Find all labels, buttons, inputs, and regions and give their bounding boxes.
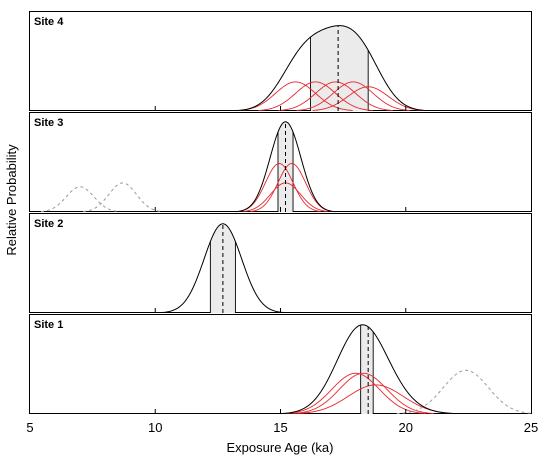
band-site-4 bbox=[310, 25, 369, 111]
outlier-curve-site-1-1 bbox=[396, 369, 532, 415]
band-site-1 bbox=[360, 324, 374, 414]
panel-frame-site-1 bbox=[29, 314, 532, 414]
y-axis-label: Relative Probability bbox=[4, 144, 19, 256]
x-tick-label-10: 10 bbox=[148, 420, 162, 435]
outlier-curve-site-3-1 bbox=[40, 186, 120, 213]
x-tick-label-25: 25 bbox=[524, 420, 538, 435]
individual-curve-site-4-2 bbox=[258, 81, 373, 111]
individual-curve-site-4-4 bbox=[296, 81, 410, 111]
panel-label-site-2: Site 2 bbox=[34, 218, 63, 230]
panel-label-site-1: Site 1 bbox=[34, 319, 63, 331]
summary-curve-site-4 bbox=[236, 25, 427, 112]
individual-curve-site-1-1 bbox=[285, 372, 426, 414]
x-tick-label-20: 20 bbox=[399, 420, 413, 435]
panel-frame-site-2 bbox=[29, 213, 532, 313]
x-tick-label-15: 15 bbox=[273, 420, 287, 435]
panel-label-site-3: Site 3 bbox=[34, 117, 63, 129]
summary-curve-site-2 bbox=[161, 223, 285, 314]
x-axis-label: Exposure Age (ka) bbox=[227, 440, 334, 455]
summary-curve-site-3 bbox=[236, 121, 335, 213]
individual-curve-site-1-2 bbox=[292, 372, 434, 414]
individual-curve-site-4-1 bbox=[238, 81, 353, 111]
individual-curve-site-4-3 bbox=[278, 81, 393, 111]
x-tick-label-5: 5 bbox=[26, 420, 33, 435]
chart-marks: 5 10 15 20 25 bbox=[26, 25, 538, 435]
individual-curve-site-3-1 bbox=[238, 163, 321, 212]
panel-label-site-4: Site 4 bbox=[34, 16, 64, 28]
outlier-curve-site-3-2 bbox=[83, 182, 163, 213]
individual-curve-site-3-2 bbox=[250, 163, 333, 212]
panel-frame-site-4 bbox=[29, 11, 532, 111]
